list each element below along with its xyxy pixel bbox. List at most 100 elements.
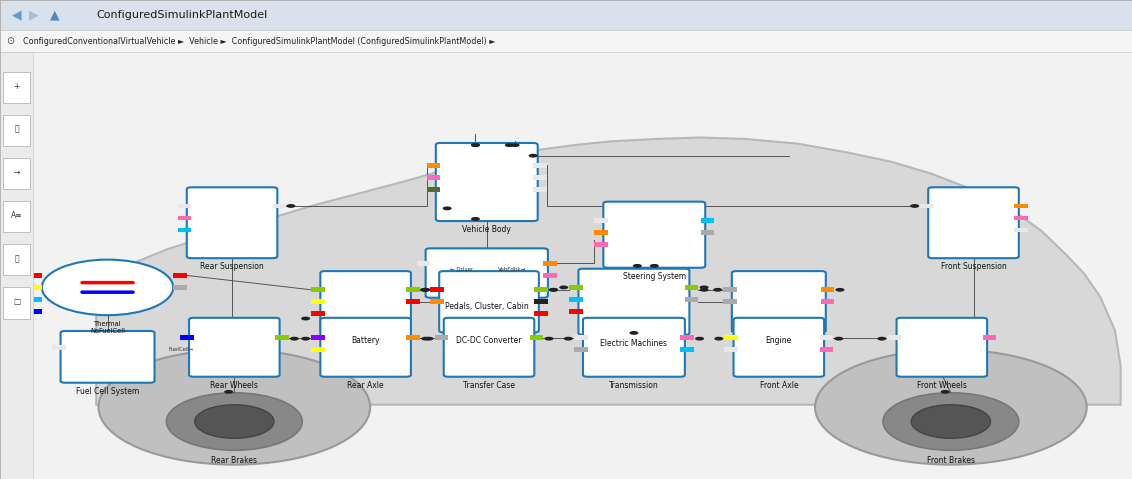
- Bar: [33, 52, 1132, 479]
- Text: Rear Brakes: Rear Brakes: [212, 456, 257, 465]
- Bar: [0, 0, 1132, 30]
- Bar: [311, 335, 325, 340]
- FancyBboxPatch shape: [731, 271, 825, 332]
- FancyBboxPatch shape: [734, 318, 824, 376]
- Bar: [724, 335, 738, 340]
- Text: Engine: Engine: [765, 336, 792, 345]
- Circle shape: [815, 350, 1087, 465]
- Circle shape: [910, 204, 919, 208]
- Bar: [180, 335, 194, 340]
- Bar: [534, 299, 548, 304]
- Bar: [435, 335, 448, 340]
- Bar: [311, 287, 325, 292]
- Circle shape: [471, 143, 480, 147]
- Bar: [533, 187, 547, 192]
- Bar: [52, 345, 66, 350]
- Text: ⛰: ⛰: [15, 254, 19, 263]
- Text: ⤢: ⤢: [15, 125, 19, 134]
- Circle shape: [443, 206, 452, 210]
- Bar: [427, 175, 440, 180]
- Bar: [3, 201, 29, 232]
- Circle shape: [166, 393, 302, 450]
- Bar: [701, 230, 714, 235]
- Circle shape: [301, 317, 310, 320]
- Bar: [1014, 204, 1028, 208]
- Text: FuelCell→: FuelCell→: [169, 347, 194, 352]
- Bar: [28, 273, 42, 278]
- Bar: [430, 299, 444, 304]
- Text: Vehicle Body: Vehicle Body: [462, 225, 512, 234]
- FancyBboxPatch shape: [426, 248, 548, 298]
- Bar: [275, 335, 289, 340]
- Bar: [28, 285, 42, 290]
- Circle shape: [98, 350, 370, 465]
- Bar: [0, 52, 33, 479]
- FancyBboxPatch shape: [189, 318, 280, 376]
- Bar: [311, 299, 325, 304]
- Bar: [533, 175, 547, 180]
- Bar: [919, 204, 933, 208]
- Text: Front Suspension: Front Suspension: [941, 262, 1006, 271]
- Bar: [821, 287, 834, 292]
- Bar: [178, 204, 191, 208]
- Bar: [1014, 228, 1028, 232]
- Bar: [685, 285, 698, 290]
- Bar: [427, 187, 440, 192]
- Text: Battery: Battery: [351, 336, 380, 345]
- Text: DC-DC Converter: DC-DC Converter: [456, 336, 522, 345]
- Text: Pedals, Cluster, Cabin: Pedals, Cluster, Cabin: [445, 302, 529, 310]
- Text: ▶: ▶: [29, 9, 38, 22]
- Bar: [530, 335, 543, 340]
- Bar: [685, 297, 698, 302]
- Circle shape: [633, 264, 642, 268]
- Bar: [723, 299, 737, 304]
- Bar: [311, 347, 325, 352]
- Bar: [594, 218, 608, 223]
- Circle shape: [424, 337, 434, 341]
- Circle shape: [286, 204, 295, 208]
- FancyBboxPatch shape: [187, 187, 277, 258]
- FancyBboxPatch shape: [583, 318, 685, 376]
- Bar: [173, 273, 187, 278]
- Text: Thermal
NoFuelCell: Thermal NoFuelCell: [91, 321, 125, 334]
- Text: Rear Suspension: Rear Suspension: [200, 262, 264, 271]
- Circle shape: [559, 285, 568, 289]
- FancyBboxPatch shape: [578, 269, 689, 335]
- Bar: [406, 287, 420, 292]
- Bar: [28, 309, 42, 314]
- Bar: [178, 216, 191, 220]
- Text: ←: ←: [25, 357, 29, 362]
- Text: ←Cntrl: ←Cntrl: [12, 345, 29, 350]
- Text: Rear Wheels: Rear Wheels: [211, 380, 258, 389]
- Circle shape: [544, 337, 554, 341]
- FancyBboxPatch shape: [436, 143, 538, 221]
- Circle shape: [511, 143, 520, 147]
- Circle shape: [505, 143, 514, 147]
- Bar: [3, 115, 29, 146]
- Bar: [594, 242, 608, 247]
- Bar: [680, 347, 694, 352]
- Circle shape: [529, 154, 538, 158]
- Text: Steering System: Steering System: [623, 272, 686, 281]
- Text: A≡: A≡: [10, 211, 23, 220]
- Bar: [820, 335, 833, 340]
- Bar: [406, 299, 420, 304]
- Bar: [430, 287, 444, 292]
- Bar: [543, 273, 557, 278]
- Bar: [701, 218, 714, 223]
- Bar: [3, 244, 29, 275]
- FancyBboxPatch shape: [320, 271, 411, 332]
- Bar: [543, 261, 557, 266]
- Bar: [569, 297, 583, 302]
- Bar: [28, 297, 42, 302]
- Circle shape: [564, 337, 573, 341]
- Circle shape: [421, 288, 430, 292]
- Polygon shape: [96, 137, 1121, 405]
- Circle shape: [941, 390, 950, 394]
- Bar: [178, 228, 191, 232]
- Text: →: →: [14, 168, 19, 177]
- Bar: [406, 335, 420, 340]
- Circle shape: [835, 288, 844, 292]
- Text: Front Brakes: Front Brakes: [927, 456, 975, 465]
- Text: ▲: ▲: [50, 9, 59, 22]
